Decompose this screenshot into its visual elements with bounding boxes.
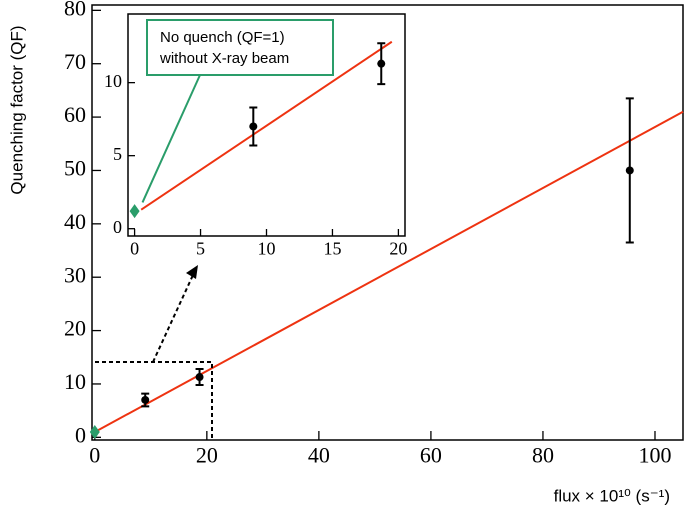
x-tick-label: 60 — [420, 443, 442, 468]
y-tick-label: 50 — [64, 156, 86, 181]
x-tick-label: 40 — [308, 443, 330, 468]
point — [377, 59, 386, 68]
y-tick-label: 40 — [64, 209, 86, 234]
callout-arrow — [141, 74, 201, 203]
y-tick-label: 10 — [64, 369, 86, 394]
y-tick-label: 0 — [113, 217, 122, 237]
y-tick-label: 5 — [113, 144, 122, 164]
point — [195, 373, 204, 382]
y-tick-label: 10 — [104, 71, 122, 91]
fit-line — [94, 110, 684, 433]
point — [141, 395, 150, 404]
fit-line — [140, 40, 393, 211]
callout-text: without X-ray beam — [159, 50, 289, 67]
x-tick-label: 20 — [389, 239, 407, 259]
x-tick-label: 5 — [196, 239, 205, 259]
y-tick-label: 80 — [64, 0, 86, 20]
y-tick-label: 70 — [64, 49, 86, 74]
zoom-arrow-head — [186, 265, 198, 279]
x-tick-label: 80 — [532, 443, 554, 468]
x-tick-label: 0 — [130, 239, 139, 259]
callout-text: No quench (QF=1) — [160, 29, 285, 46]
x-axis-label: flux × 10¹⁰ (s⁻¹) — [554, 486, 670, 505]
x-tick-label: 100 — [638, 443, 671, 468]
point — [89, 424, 100, 439]
point — [249, 122, 258, 131]
callout-box — [146, 19, 334, 76]
x-tick-label: 0 — [89, 443, 100, 468]
zoom-arrow — [152, 274, 194, 363]
y-tick-label: 60 — [64, 102, 86, 127]
y-tick-label: 0 — [75, 422, 86, 447]
y-axis-label: Quenching factor (QF) — [7, 25, 26, 194]
x-tick-label: 15 — [323, 239, 341, 259]
x-tick-label: 20 — [196, 443, 218, 468]
point — [129, 204, 140, 219]
zoom-box — [95, 361, 213, 440]
y-tick-label: 30 — [64, 262, 86, 287]
y-tick-label: 20 — [64, 316, 86, 341]
x-tick-label: 10 — [258, 239, 276, 259]
point — [625, 166, 634, 175]
